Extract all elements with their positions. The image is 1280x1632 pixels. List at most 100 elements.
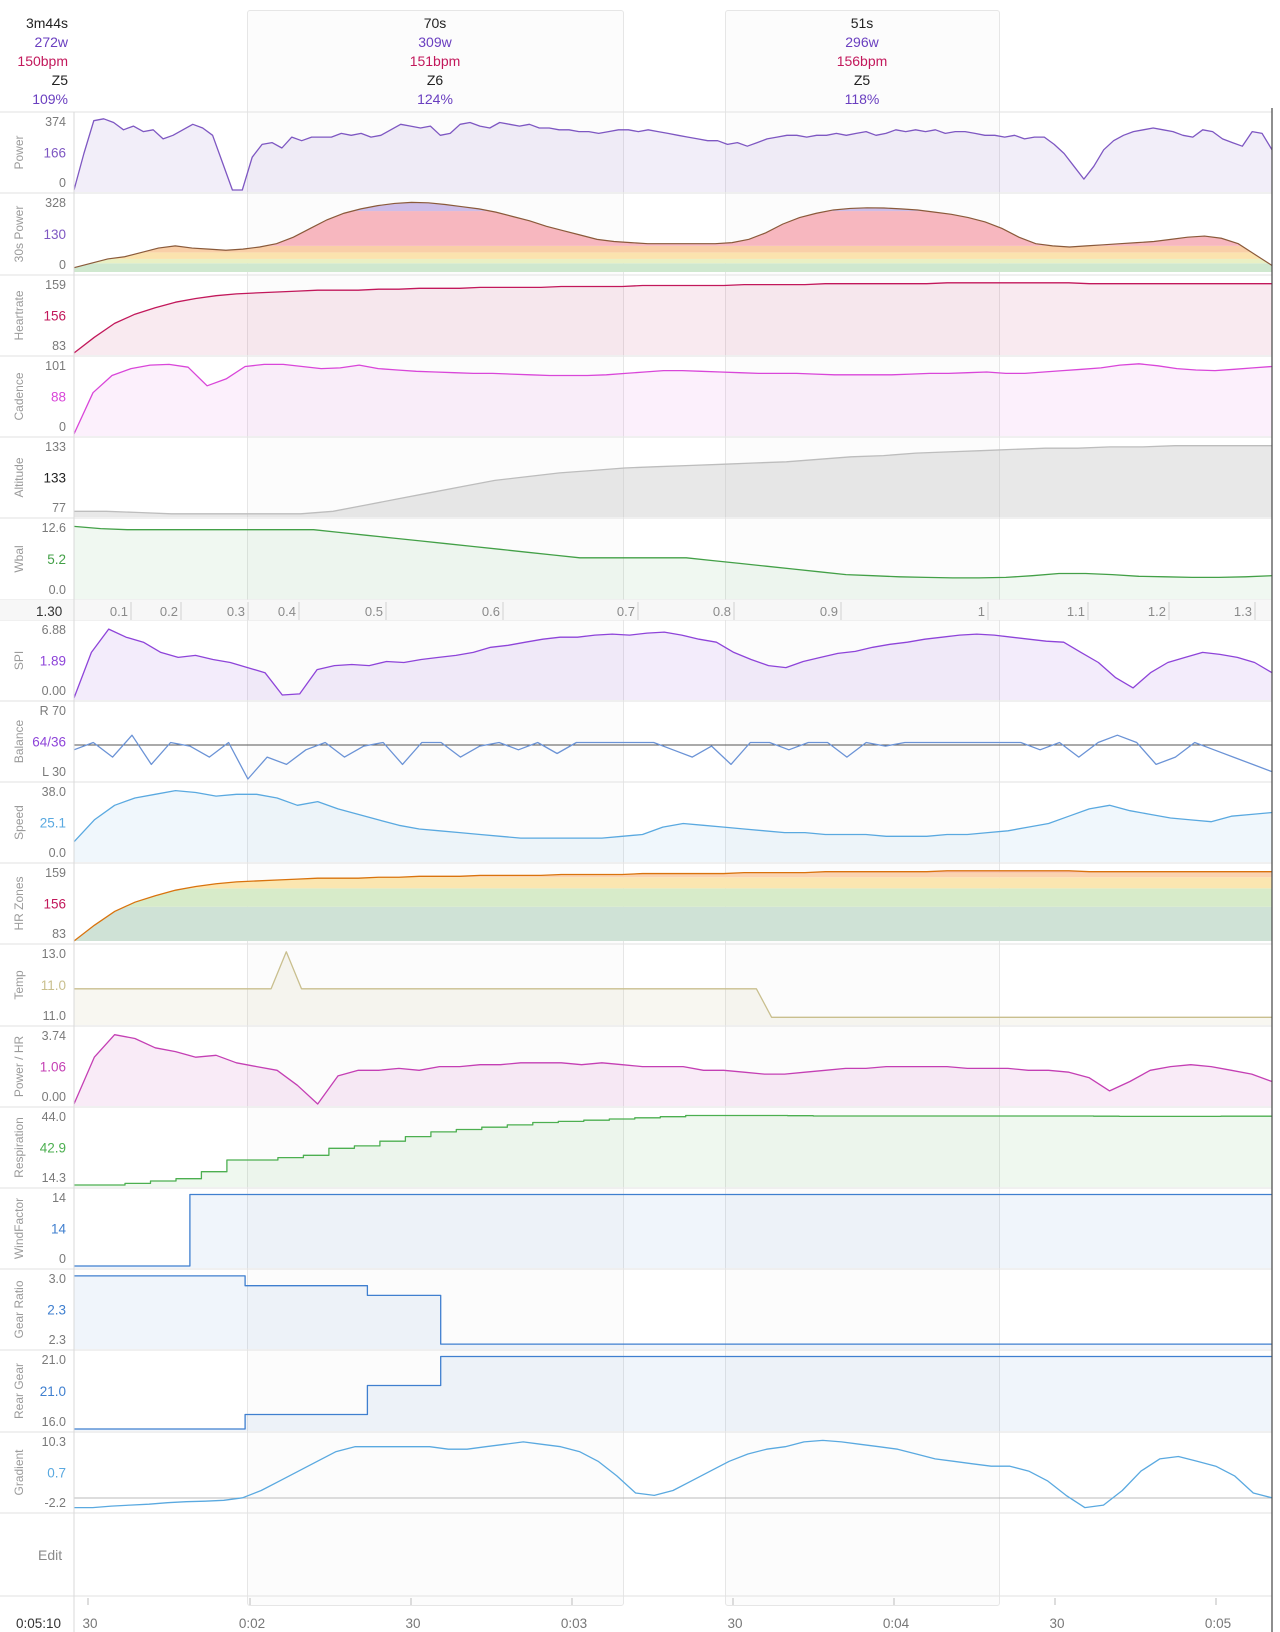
track-top-cadence: 101	[45, 359, 66, 373]
interval-2-summary: 51s 296w 156bpm Z5 118%	[762, 14, 962, 109]
total-duration: 3m44s	[25, 15, 68, 31]
track-label-gearratio: Gear Ratio	[12, 1280, 26, 1338]
track-label-balance: Balance	[12, 719, 26, 763]
track-bottom-spi: 0.00	[42, 684, 66, 698]
power-line	[73, 118, 1273, 191]
track-label-reargear: Rear Gear	[12, 1363, 26, 1419]
temp-area	[74, 951, 1272, 1025]
wbal-area	[74, 526, 1272, 599]
track-top-reargear: 21.0	[42, 1353, 66, 1367]
speed-area	[74, 790, 1272, 862]
track-top-resp: 44.0	[42, 1110, 66, 1124]
track-current-reargear: 21.0	[40, 1384, 66, 1399]
hrzones-line	[73, 870, 1272, 942]
track-top-power: 374	[45, 115, 66, 129]
distance-tick-label: 0.3	[227, 604, 245, 619]
gearratio-area	[74, 1275, 1272, 1349]
wbal-line	[73, 525, 1273, 579]
distance-tick-label: 0.8	[713, 604, 731, 619]
hrzones-band	[74, 888, 1272, 907]
power30-line	[73, 201, 1273, 269]
track-current-wind: 14	[51, 1222, 67, 1237]
time-tick-label: 30	[727, 1616, 742, 1631]
track-label-cadence: Cadence	[12, 372, 26, 420]
track-current-power: 166	[43, 146, 66, 161]
track-label-speed: Speed	[12, 805, 26, 840]
track-current-wbal: 5.2	[47, 552, 66, 567]
track-label-spi: SPI	[12, 651, 26, 670]
time-tick-label: 0:05	[1205, 1616, 1231, 1631]
track-label-power: Power	[12, 135, 26, 169]
track-current-hrzones: 156	[43, 897, 66, 912]
track-current-gearratio: 2.3	[47, 1303, 66, 1318]
track-current-balance: 64/36	[32, 735, 66, 750]
track-current-temp: 11.0	[41, 978, 66, 993]
interval-2-hr: 156bpm	[836, 53, 888, 69]
hrzones-band	[74, 877, 1272, 889]
time-tick-label: 0:04	[883, 1616, 910, 1631]
resp-line	[74, 1114, 1272, 1186]
total-power: 272w	[34, 34, 68, 50]
track-bottom-wind: 0	[59, 1252, 66, 1266]
altitude-line	[74, 445, 1272, 515]
temp-line	[74, 951, 1272, 1018]
track-top-speed: 38.0	[42, 785, 66, 799]
total-summary: 3m44s 272w 150bpm Z5 109%	[0, 14, 68, 109]
gearratio-line	[74, 1275, 1272, 1345]
time-tick-label: 30	[1049, 1616, 1064, 1631]
interval-2-duration: 51s	[850, 15, 874, 31]
track-top-spi: 6.88	[42, 623, 66, 637]
total-zone: Z5	[51, 72, 68, 88]
track-current-power30: 130	[43, 227, 66, 242]
interval-2-zone: Z5	[853, 72, 871, 88]
track-bottom-hr: 83	[52, 339, 66, 353]
track-bottom-altitude: 77	[52, 501, 66, 515]
interval-2-power: 296w	[845, 34, 879, 50]
interval-1-zone: Z6	[426, 72, 444, 88]
track-top-power30: 328	[45, 196, 66, 210]
track-bottom-reargear: 16.0	[42, 1415, 66, 1429]
track-bottom-power: 0	[59, 176, 66, 190]
distance-current: 1.30	[36, 604, 62, 619]
interval-1-summary: 70s 309w 151bpm Z6 124%	[335, 14, 535, 109]
pwhr-area	[74, 1034, 1272, 1106]
track-current-altitude: 133	[43, 471, 66, 486]
altitude-area	[74, 445, 1272, 517]
track-label-wbal: Wbal	[12, 545, 26, 572]
distance-tick-label: 1.1	[1067, 604, 1085, 619]
track-current-spi: 1.89	[40, 654, 66, 669]
distance-tick-label: 0.6	[482, 604, 500, 619]
interval-2-pct: 118%	[844, 91, 880, 107]
track-label-wind: WindFactor	[12, 1198, 26, 1259]
wind-area	[74, 1194, 1272, 1268]
track-bottom-resp: 14.3	[42, 1171, 66, 1185]
track-bottom-wbal: 0.0	[49, 583, 66, 597]
power30-zone-band	[74, 245, 1272, 253]
track-top-wind: 14	[52, 1191, 66, 1205]
track-bottom-temp: 11.0	[43, 1009, 66, 1023]
time-tick-label: 30	[82, 1616, 97, 1631]
hr-line	[73, 282, 1272, 354]
track-label-hr: Heartrate	[12, 290, 26, 340]
track-current-cadence: 88	[51, 390, 66, 405]
reargear-area	[74, 1356, 1272, 1431]
hrzones-band	[74, 906, 1272, 941]
balance-line	[73, 734, 1273, 780]
track-bottom-gearratio: 2.3	[49, 1333, 66, 1347]
track-current-speed: 25.1	[40, 816, 66, 831]
track-top-wbal: 12.6	[42, 521, 66, 535]
track-bottom-pwhr: 0.00	[42, 1090, 66, 1104]
track-current-resp: 42.9	[40, 1141, 66, 1156]
track-top-gearratio: 3.0	[49, 1272, 66, 1286]
track-bottom-balance: L 30	[42, 765, 66, 779]
track-top-pwhr: 3.74	[42, 1029, 66, 1043]
interval-1-power: 309w	[418, 34, 452, 50]
total-pct: 109%	[32, 91, 68, 107]
wind-line	[74, 1193, 1272, 1267]
distance-tick-label: 0.5	[365, 604, 383, 619]
track-top-gradient: 10.3	[42, 1435, 66, 1449]
track-bottom-hrzones: 83	[52, 927, 66, 941]
track-label-temp: Temp	[12, 970, 26, 1000]
